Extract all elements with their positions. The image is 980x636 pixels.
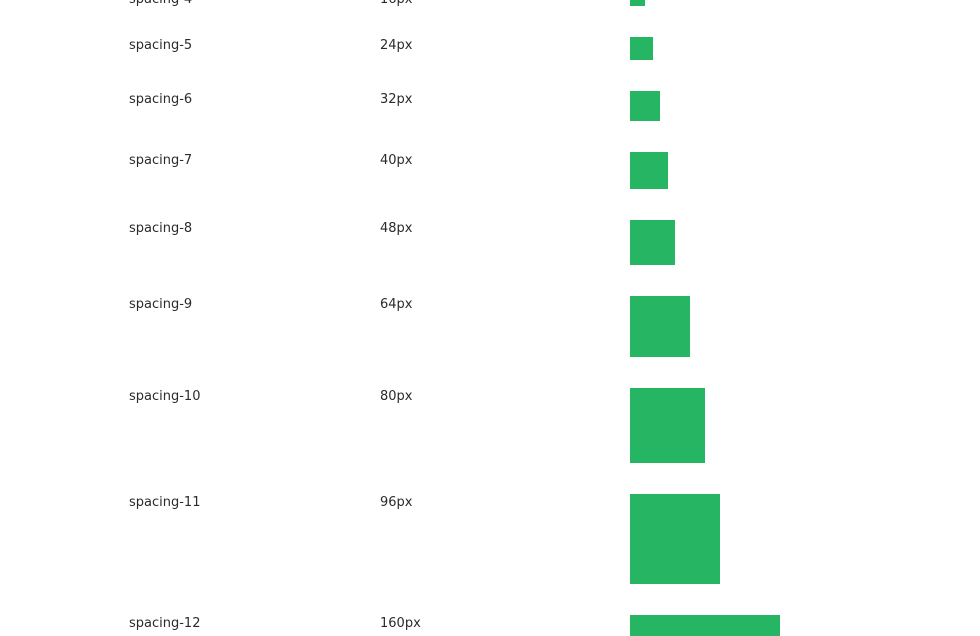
token-name: spacing-11 (129, 494, 201, 510)
token-value: 96px (380, 494, 413, 510)
token-value: 64px (380, 297, 413, 313)
token-value: 32px (380, 91, 413, 107)
swatch (630, 387, 706, 463)
token-value: 80px (380, 388, 413, 404)
token-value: 48px (380, 221, 413, 237)
token-name: spacing-12 (129, 616, 201, 631)
token-value: 40px (380, 152, 413, 168)
swatch (630, 37, 653, 60)
token-name: spacing-9 (129, 297, 193, 313)
token-name: spacing-10 (129, 388, 201, 404)
token-value: 160px (380, 616, 421, 631)
token-name: spacing-8 (129, 221, 193, 237)
token-value: 16px (380, 0, 413, 9)
swatch (630, 296, 691, 357)
token-name: spacing-5 (129, 38, 193, 54)
swatch (630, 90, 661, 121)
swatch (630, 0, 646, 7)
token-name: spacing-7 (129, 152, 193, 168)
swatch (630, 493, 721, 584)
swatch (630, 151, 668, 190)
swatch (630, 615, 781, 636)
token-name: spacing-6 (129, 91, 193, 107)
swatch (630, 220, 676, 266)
token-name: spacing-4 (129, 0, 192, 9)
token-value: 24px (380, 38, 413, 54)
